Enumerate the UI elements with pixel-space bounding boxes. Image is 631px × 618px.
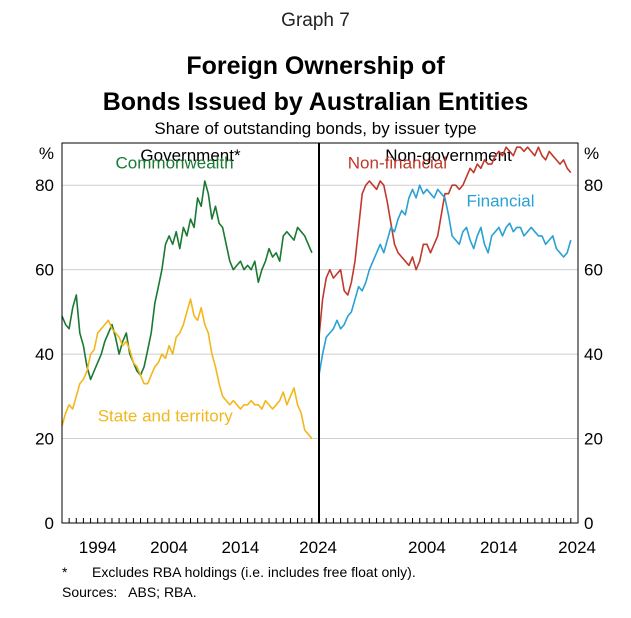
footnote-asterisk-text: Excludes RBA holdings (i.e. includes fre… (92, 564, 416, 580)
panel-title: Government* (140, 146, 241, 165)
y-tick-label-left: 60 (35, 261, 54, 280)
x-tick-label: 1994 (79, 538, 117, 557)
x-tick-label: 2004 (408, 538, 446, 557)
x-tick-label: 2004 (150, 538, 188, 557)
y-tick-label-right: 60 (584, 261, 603, 280)
y-tick-label-left: 80 (35, 176, 54, 195)
footnote-sources: Sources: ABS; RBA. (62, 584, 197, 600)
y-tick-label-left: 20 (35, 430, 54, 449)
y-tick-label-right: 20 (584, 430, 603, 449)
y-tick-label-left: 40 (35, 345, 54, 364)
footnote-asterisk-mark: * (62, 564, 68, 580)
series-label: State and territory (98, 407, 234, 426)
y-tick-label-left: 0 (45, 514, 54, 533)
x-tick-label: 2024 (299, 538, 337, 557)
series-label: Commonwealth (116, 153, 234, 172)
series-line-commonwealth (61, 180, 313, 381)
chart-subtitle: Share of outstanding bonds, by issuer ty… (154, 119, 477, 138)
series-line-state-and-territory (61, 298, 313, 440)
y-unit-label-left: % (39, 144, 54, 163)
x-tick-label: 2014 (222, 538, 260, 557)
x-tick-label: 2014 (480, 538, 518, 557)
y-unit-label-right: % (584, 144, 599, 163)
panel-title: Non-government (385, 146, 512, 165)
series-line-non-financial (318, 146, 572, 338)
series-line-financial (318, 184, 572, 376)
footnote-asterisk: * Excludes RBA holdings (i.e. includes fr… (62, 564, 416, 580)
series-label: Non-financial (348, 153, 447, 172)
y-tick-label-right: 80 (584, 176, 603, 195)
graph-number-label: Graph 7 (281, 10, 350, 31)
y-tick-label-right: 0 (584, 514, 593, 533)
chart-title-line-1: Foreign Ownership of (186, 52, 445, 80)
chart-title-line-2: Bonds Issued by Australian Entities (102, 88, 529, 116)
y-tick-label-right: 40 (584, 345, 603, 364)
x-tick-label: 2024 (558, 538, 596, 557)
series-label: Financial (466, 191, 534, 210)
